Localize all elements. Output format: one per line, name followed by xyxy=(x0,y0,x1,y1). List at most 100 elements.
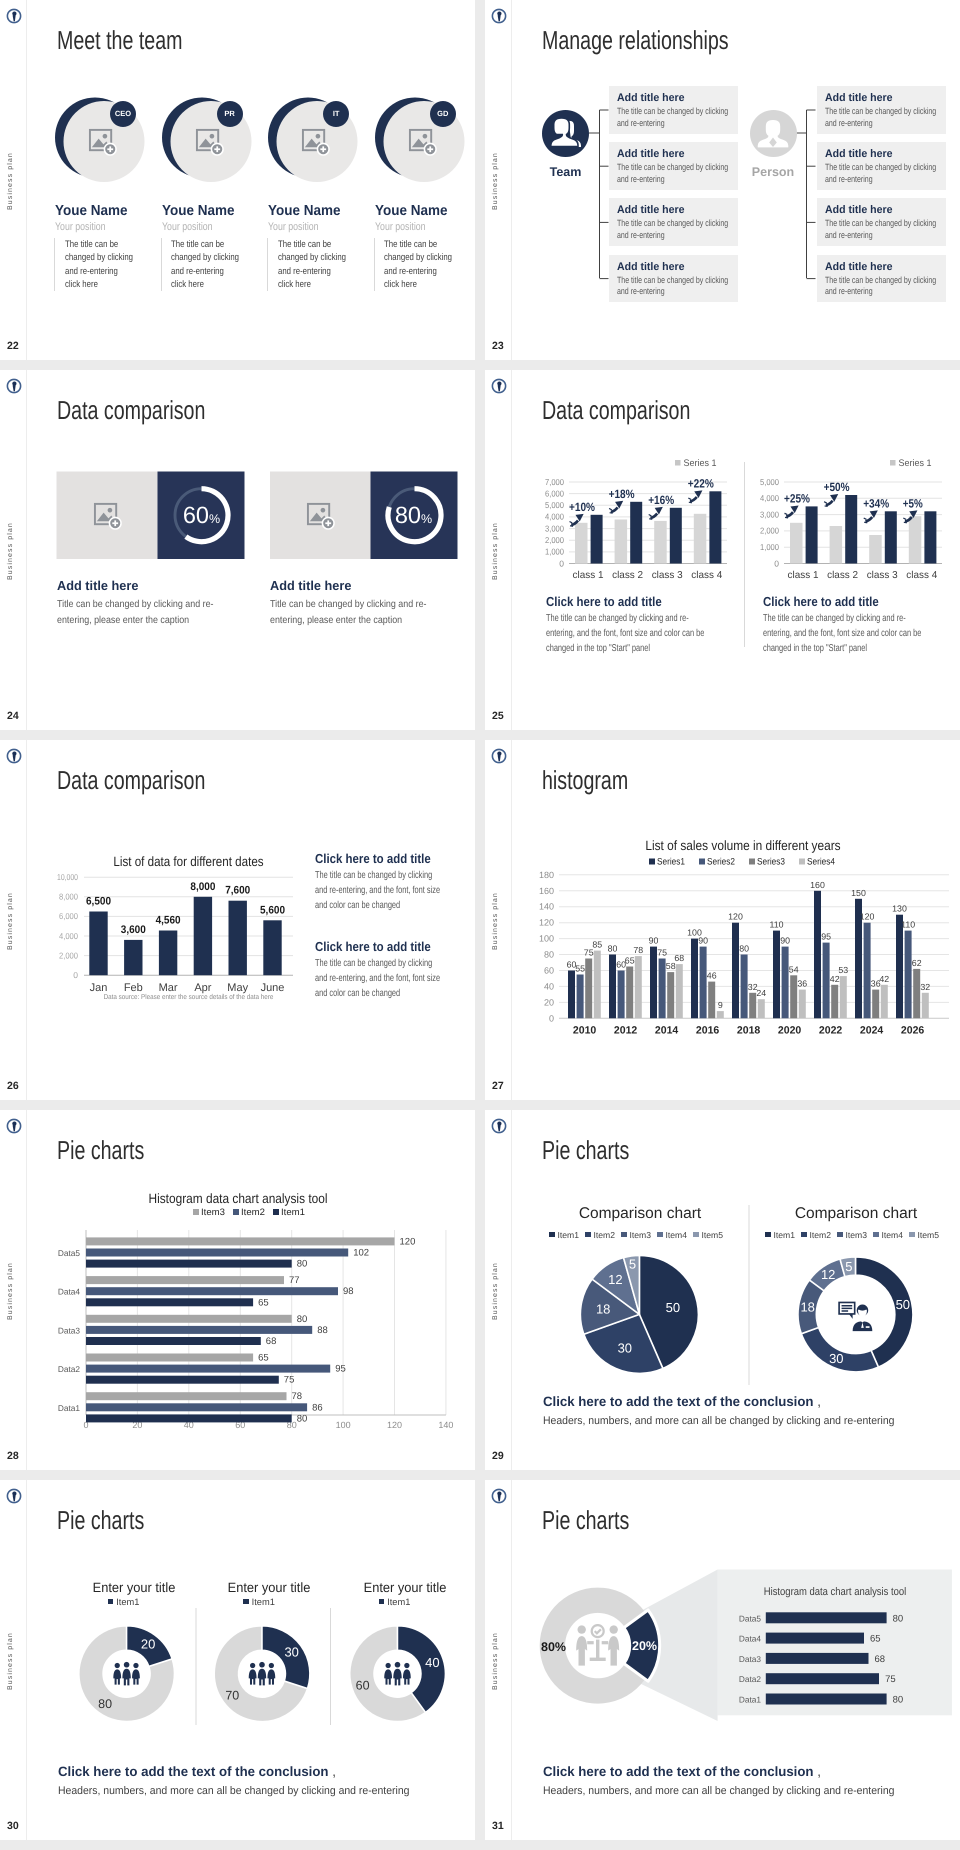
svg-text:80: 80 xyxy=(608,944,618,954)
svg-text:2016: 2016 xyxy=(696,1024,720,1036)
svg-text:150: 150 xyxy=(851,888,866,898)
svg-text:24: 24 xyxy=(756,988,766,998)
svg-text:70: 70 xyxy=(225,1689,239,1703)
svg-text:88: 88 xyxy=(317,1325,328,1336)
svg-text:160: 160 xyxy=(539,886,554,896)
svg-text:Apr: Apr xyxy=(194,982,211,994)
svg-text:4,000: 4,000 xyxy=(59,931,78,941)
svg-text:80: 80 xyxy=(893,1613,904,1624)
svg-text:80: 80 xyxy=(98,1697,112,1711)
svg-text:60: 60 xyxy=(544,966,554,976)
svg-text:120: 120 xyxy=(539,918,554,928)
svg-text:42: 42 xyxy=(879,974,889,984)
svg-text:2020: 2020 xyxy=(778,1024,802,1036)
svg-text:7,600: 7,600 xyxy=(225,885,250,897)
svg-text:+16%: +16% xyxy=(648,493,674,507)
svg-text:4,000: 4,000 xyxy=(760,493,779,503)
svg-text:12: 12 xyxy=(821,1267,835,1282)
svg-text:86: 86 xyxy=(312,1402,323,1413)
svg-text:54: 54 xyxy=(789,964,799,974)
svg-text:class 2: class 2 xyxy=(612,570,643,581)
svg-text:75: 75 xyxy=(885,1674,896,1685)
svg-text:120: 120 xyxy=(400,1236,416,1247)
svg-text:120: 120 xyxy=(728,912,743,922)
svg-text:78: 78 xyxy=(633,945,643,955)
svg-text:2,000: 2,000 xyxy=(59,950,78,960)
svg-text:68: 68 xyxy=(875,1654,886,1665)
svg-text:90: 90 xyxy=(649,936,659,946)
svg-text:1,000: 1,000 xyxy=(760,542,779,552)
svg-text:0: 0 xyxy=(549,1013,554,1023)
svg-text:50: 50 xyxy=(896,1297,910,1312)
svg-text:0: 0 xyxy=(559,558,564,568)
svg-text:77: 77 xyxy=(289,1275,300,1286)
svg-text:53: 53 xyxy=(838,965,848,975)
svg-text:6,000: 6,000 xyxy=(545,488,564,498)
svg-text:2022: 2022 xyxy=(819,1024,843,1036)
svg-text:2018: 2018 xyxy=(737,1024,761,1036)
svg-text:80: 80 xyxy=(739,944,749,954)
svg-text:0: 0 xyxy=(774,558,779,568)
svg-text:2,000: 2,000 xyxy=(545,535,564,545)
svg-text:160: 160 xyxy=(810,880,825,890)
svg-text:2012: 2012 xyxy=(614,1024,638,1036)
svg-text:80: 80 xyxy=(297,1314,308,1325)
svg-text:+22%: +22% xyxy=(688,476,714,490)
svg-text:180: 180 xyxy=(539,870,554,880)
svg-text:20: 20 xyxy=(544,997,554,1007)
svg-text:Series 1: Series 1 xyxy=(899,458,932,469)
svg-text:75: 75 xyxy=(284,1375,295,1386)
svg-text:90: 90 xyxy=(780,936,790,946)
svg-text:60: 60 xyxy=(567,960,577,970)
svg-text:140: 140 xyxy=(438,1420,453,1430)
svg-text:4,000: 4,000 xyxy=(545,512,564,522)
svg-text:32: 32 xyxy=(748,982,758,992)
svg-text:5,000: 5,000 xyxy=(545,500,564,510)
svg-text:90: 90 xyxy=(698,936,708,946)
svg-text:65: 65 xyxy=(258,1297,269,1308)
svg-text:+34%: +34% xyxy=(863,496,889,510)
svg-text:Feb: Feb xyxy=(124,982,143,994)
svg-text:Data3: Data3 xyxy=(58,1325,81,1335)
svg-text:Series3: Series3 xyxy=(757,857,785,867)
svg-text:30: 30 xyxy=(284,1645,298,1660)
svg-text:2024: 2024 xyxy=(860,1024,884,1036)
svg-text:8,000: 8,000 xyxy=(190,881,215,893)
svg-text:78: 78 xyxy=(292,1391,303,1402)
svg-text:class 4: class 4 xyxy=(906,570,937,581)
svg-text:18: 18 xyxy=(596,1301,610,1316)
svg-text:2014: 2014 xyxy=(655,1024,679,1036)
svg-text:140: 140 xyxy=(539,902,554,912)
svg-text:5: 5 xyxy=(845,1259,852,1274)
svg-text:130: 130 xyxy=(892,904,907,914)
svg-text:2010: 2010 xyxy=(573,1024,597,1036)
svg-text:60: 60 xyxy=(356,1679,370,1693)
svg-text:102: 102 xyxy=(353,1248,369,1259)
svg-text:62: 62 xyxy=(912,958,922,968)
svg-text:9: 9 xyxy=(718,1000,723,1010)
svg-text:58: 58 xyxy=(666,961,676,971)
svg-text:95: 95 xyxy=(821,932,831,942)
svg-text:36: 36 xyxy=(797,979,807,989)
svg-text:120: 120 xyxy=(387,1420,402,1430)
svg-text:65: 65 xyxy=(258,1353,269,1364)
svg-text:6,500: 6,500 xyxy=(86,896,111,908)
svg-text:85: 85 xyxy=(592,940,602,950)
svg-text:+25%: +25% xyxy=(784,491,810,505)
svg-text:75: 75 xyxy=(657,948,667,958)
svg-text:80: 80 xyxy=(297,1413,308,1424)
svg-text:100: 100 xyxy=(539,934,554,944)
svg-text:3,600: 3,600 xyxy=(121,924,146,936)
svg-text:Item1: Item1 xyxy=(281,1207,305,1217)
svg-text:Data4: Data4 xyxy=(58,1287,81,1297)
svg-text:3,000: 3,000 xyxy=(760,509,779,519)
svg-text:+10%: +10% xyxy=(569,500,595,514)
svg-text:May: May xyxy=(227,982,248,994)
svg-text:12: 12 xyxy=(608,1272,622,1287)
svg-text:0: 0 xyxy=(73,970,78,980)
svg-text:Item3: Item3 xyxy=(201,1207,225,1217)
svg-text:42: 42 xyxy=(830,974,840,984)
svg-text:Data1: Data1 xyxy=(58,1403,81,1413)
svg-text:+50%: +50% xyxy=(824,480,850,494)
svg-text:50: 50 xyxy=(666,1300,680,1315)
